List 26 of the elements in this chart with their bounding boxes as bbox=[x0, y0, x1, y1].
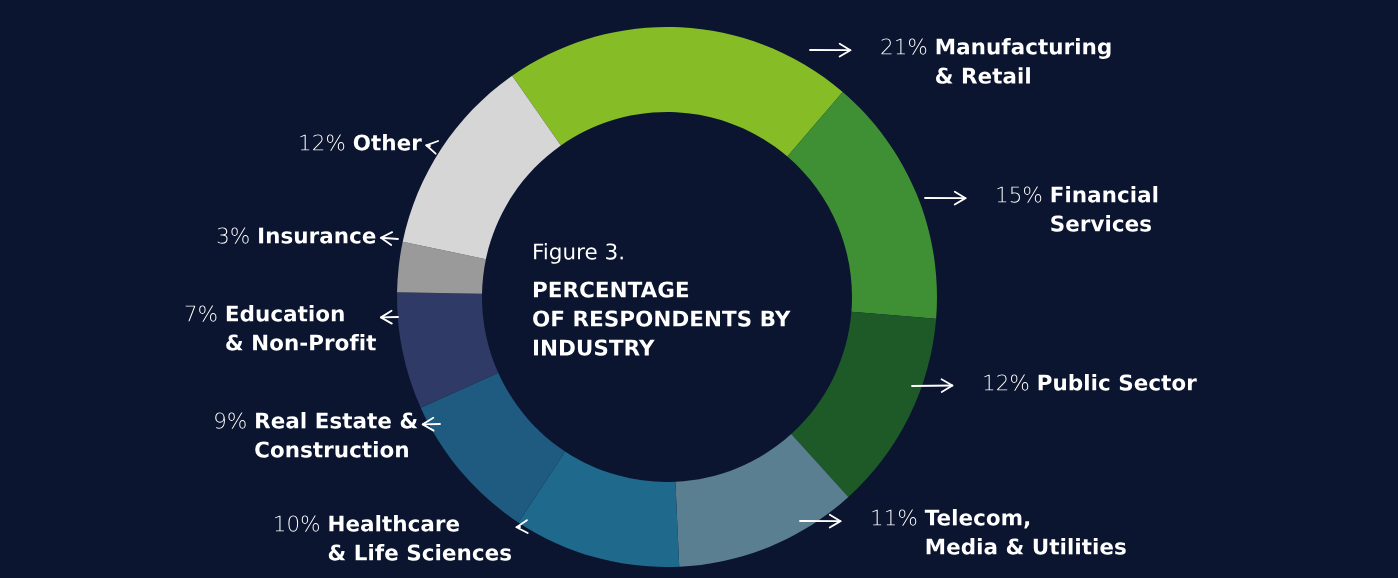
data-label: 15% bbox=[997, 186, 1042, 203]
slice-label: Education & Non-Profit bbox=[226, 305, 376, 351]
data-label: 9% bbox=[215, 412, 246, 429]
donut-slice bbox=[397, 241, 486, 294]
data-label: 21% bbox=[881, 38, 927, 55]
slice-label: Financial Services bbox=[1051, 186, 1158, 232]
donut-slice bbox=[518, 451, 680, 567]
data-label: 10% bbox=[275, 515, 319, 532]
text: Figure 3. bbox=[534, 243, 623, 264]
text: PERCENTAGE OF RESPONDENTS BY INDUSTRY bbox=[533, 281, 791, 356]
data-label: 11% bbox=[872, 509, 917, 526]
slice-label: Healthcare & Life Sciences bbox=[328, 515, 511, 561]
donut-slice bbox=[512, 27, 843, 157]
slice-label: Insurance bbox=[259, 227, 376, 244]
slice-label: Public Sector bbox=[1038, 374, 1197, 391]
data-label: 12% bbox=[300, 134, 345, 151]
slice-label: Manufacturing & Retail bbox=[935, 38, 1111, 84]
donut-slice bbox=[675, 434, 849, 567]
donut-slice bbox=[397, 292, 499, 408]
data-label: 12% bbox=[984, 374, 1029, 391]
slice-label: Real Estate & Construction bbox=[255, 412, 418, 458]
donut-slice bbox=[791, 311, 937, 498]
slice-label: Telecom, Media & Utilities bbox=[924, 509, 1126, 555]
slice-label: Other bbox=[353, 134, 422, 151]
data-label: 7% bbox=[185, 305, 217, 322]
data-label: 3% bbox=[217, 227, 249, 244]
